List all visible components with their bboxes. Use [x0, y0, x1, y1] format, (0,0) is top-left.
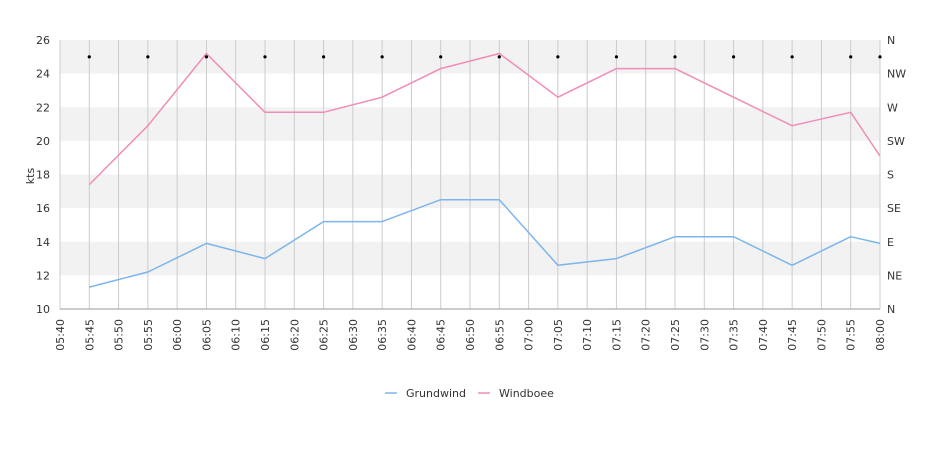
direction-markers	[87, 55, 882, 59]
legend: Grundwind Windboee	[385, 387, 554, 400]
x-tick-label: 06:00	[171, 319, 184, 351]
y-tick-label: 10	[36, 303, 50, 316]
vertical-gridlines	[59, 40, 881, 309]
series-lines	[88, 52, 881, 288]
y-tick-label: 20	[36, 135, 50, 148]
x-axis: 05:40 05:45 05:50 05:55 06:00 06:05 06:10 06:15…	[54, 308, 887, 351]
direction-tick-label: E	[887, 236, 894, 249]
y-tick-label: 26	[36, 34, 50, 47]
direction-tick-label: S	[887, 169, 894, 182]
x-tick-label: 06:15	[259, 319, 272, 351]
direction-marker	[878, 55, 882, 59]
x-tick-label: 07:05	[552, 319, 565, 351]
x-tick-label: 07:40	[757, 319, 770, 351]
direction-marker	[731, 55, 736, 59]
x-tick-label: 05:40	[54, 319, 67, 351]
direction-tick-label: NE	[887, 269, 902, 282]
direction-marker	[849, 55, 853, 59]
x-tick-label: 06:50	[464, 319, 477, 351]
direction-marker	[439, 55, 443, 59]
series-line-windboee	[88, 52, 881, 186]
y-tick-label: 18	[36, 169, 50, 182]
x-tick-label: 06:35	[376, 319, 389, 351]
y-tick-label: 14	[36, 236, 50, 249]
direction-marker	[790, 55, 794, 59]
x-tick-label: 06:05	[200, 319, 213, 351]
direction-marker	[556, 55, 560, 59]
x-tick-label: 06:25	[318, 319, 331, 351]
y-tick-label: 16	[36, 202, 50, 215]
direction-tick-label: SW	[887, 135, 905, 148]
series-line-grundwind	[89, 198, 881, 288]
y-tick-label: 22	[36, 101, 50, 114]
x-tick-label: 07:10	[581, 319, 594, 351]
x-tick-label: 07:25	[669, 319, 682, 351]
direction-marker	[263, 55, 267, 59]
legend-label: Grundwind	[406, 387, 466, 400]
y-axis-title: kts	[24, 168, 37, 185]
direction-marker	[204, 55, 209, 59]
direction-marker	[146, 55, 150, 59]
y-tick-label: 24	[36, 68, 50, 81]
direction-marker	[87, 55, 91, 59]
direction-marker	[614, 55, 619, 59]
x-tick-label: 07:55	[845, 319, 858, 351]
x-tick-label: 07:35	[728, 319, 741, 351]
x-tick-label: 06:20	[288, 319, 301, 351]
x-tick-label: 06:30	[347, 319, 360, 351]
x-tick-label: 06:40	[405, 319, 418, 351]
x-tick-label: 07:45	[786, 319, 799, 351]
x-tick-label: 07:30	[698, 319, 711, 351]
y-tick-label: 12	[36, 269, 50, 282]
direction-tick-label: NW	[887, 68, 906, 81]
x-tick-label: 07:20	[640, 319, 653, 351]
direction-axis: N NE E SE S SW W NW N	[887, 34, 906, 316]
direction-marker	[497, 55, 501, 59]
x-tick-label: 06:55	[493, 319, 506, 351]
x-tick-label: 07:50	[815, 319, 828, 351]
x-tick-label: 06:45	[435, 319, 448, 351]
x-tick-label: 06:10	[230, 319, 243, 351]
y-axis: 10 12 14 16 18 20 22 24 26	[36, 34, 50, 316]
direction-tick-label: SE	[887, 202, 901, 215]
direction-tick-label: W	[887, 101, 898, 114]
legend-label: Windboee	[499, 387, 554, 400]
x-tick-label: 05:50	[113, 319, 126, 351]
direction-tick-label: N	[887, 34, 895, 47]
x-tick-label: 08:00	[874, 319, 887, 351]
x-tick-label: 07:15	[610, 319, 623, 351]
direction-marker	[673, 55, 677, 59]
x-tick-label: 05:45	[83, 319, 96, 351]
direction-marker	[380, 55, 384, 59]
x-tick-label: 05:55	[142, 319, 155, 351]
direction-marker	[321, 55, 326, 59]
direction-tick-label: N	[887, 303, 895, 316]
x-tick-label: 07:00	[523, 319, 536, 351]
